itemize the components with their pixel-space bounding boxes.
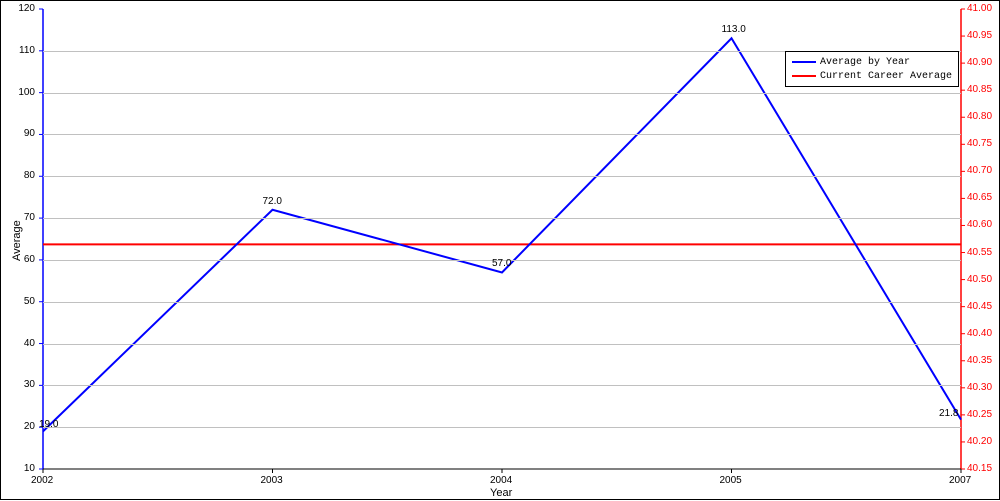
right-tick-label: 40.95 (967, 30, 992, 41)
legend-item-avg-by-year: Average by Year (792, 55, 952, 69)
grid-line (43, 427, 961, 428)
data-point-label: 57.0 (492, 258, 511, 269)
right-tick-label: 40.60 (967, 219, 992, 230)
x-axis-title: Year (490, 487, 512, 499)
y-axis-title: Average (11, 220, 23, 261)
left-tick-label: 70 (24, 212, 35, 223)
left-tick-label: 20 (24, 421, 35, 432)
legend-swatch-red (792, 75, 816, 77)
left-tick-label: 30 (24, 379, 35, 390)
data-point-label: 113.0 (722, 24, 746, 35)
grid-line (43, 385, 961, 386)
right-tick-label: 40.40 (967, 328, 992, 339)
right-tick-label: 41.00 (967, 3, 992, 14)
right-tick-label: 40.80 (967, 111, 992, 122)
left-tick-label: 120 (18, 3, 35, 14)
avg-by-year-line (43, 38, 961, 431)
legend-label-avg-by-year: Average by Year (820, 57, 910, 68)
right-tick-label: 40.70 (967, 165, 992, 176)
right-tick-label: 40.65 (967, 192, 992, 203)
right-tick-label: 40.15 (967, 463, 992, 474)
x-tick-label: 2005 (720, 475, 742, 486)
right-tick-label: 40.25 (967, 409, 992, 420)
grid-line (43, 176, 961, 177)
grid-line (43, 134, 961, 135)
x-tick-label: 2002 (31, 475, 53, 486)
x-tick-label: 2007 (949, 475, 971, 486)
left-tick-label: 50 (24, 296, 35, 307)
data-point-label: 72.0 (263, 196, 282, 207)
grid-line (43, 302, 961, 303)
x-tick-label: 2004 (490, 475, 512, 486)
left-tick-label: 10 (24, 463, 35, 474)
right-tick-label: 40.35 (967, 355, 992, 366)
left-tick-label: 40 (24, 338, 35, 349)
right-tick-label: 40.50 (967, 274, 992, 285)
left-tick-label: 90 (24, 128, 35, 139)
data-point-label: 19.0 (39, 419, 58, 430)
right-tick-label: 40.45 (967, 301, 992, 312)
right-tick-label: 40.55 (967, 247, 992, 258)
legend-item-career-avg: Current Career Average (792, 69, 952, 83)
right-tick-label: 40.30 (967, 382, 992, 393)
right-tick-label: 40.85 (967, 84, 992, 95)
grid-line (43, 93, 961, 94)
right-tick-label: 40.90 (967, 57, 992, 68)
legend: Average by Year Current Career Average (785, 51, 959, 87)
legend-label-career-avg: Current Career Average (820, 71, 952, 82)
right-tick-label: 40.75 (967, 138, 992, 149)
chart-container: 10 20 30 40 50 60 70 80 90 100 110 120 40.15 40.20 40… (0, 0, 1000, 500)
right-tick-label: 40.20 (967, 436, 992, 447)
legend-swatch-blue (792, 61, 816, 63)
left-tick-label: 100 (18, 87, 35, 98)
grid-line (43, 218, 961, 219)
left-tick-label: 80 (24, 170, 35, 181)
data-point-label: 21.8 (939, 408, 958, 419)
x-tick-label: 2003 (261, 475, 283, 486)
grid-line (43, 344, 961, 345)
left-tick-label: 60 (24, 254, 35, 265)
left-tick-label: 110 (19, 45, 35, 56)
